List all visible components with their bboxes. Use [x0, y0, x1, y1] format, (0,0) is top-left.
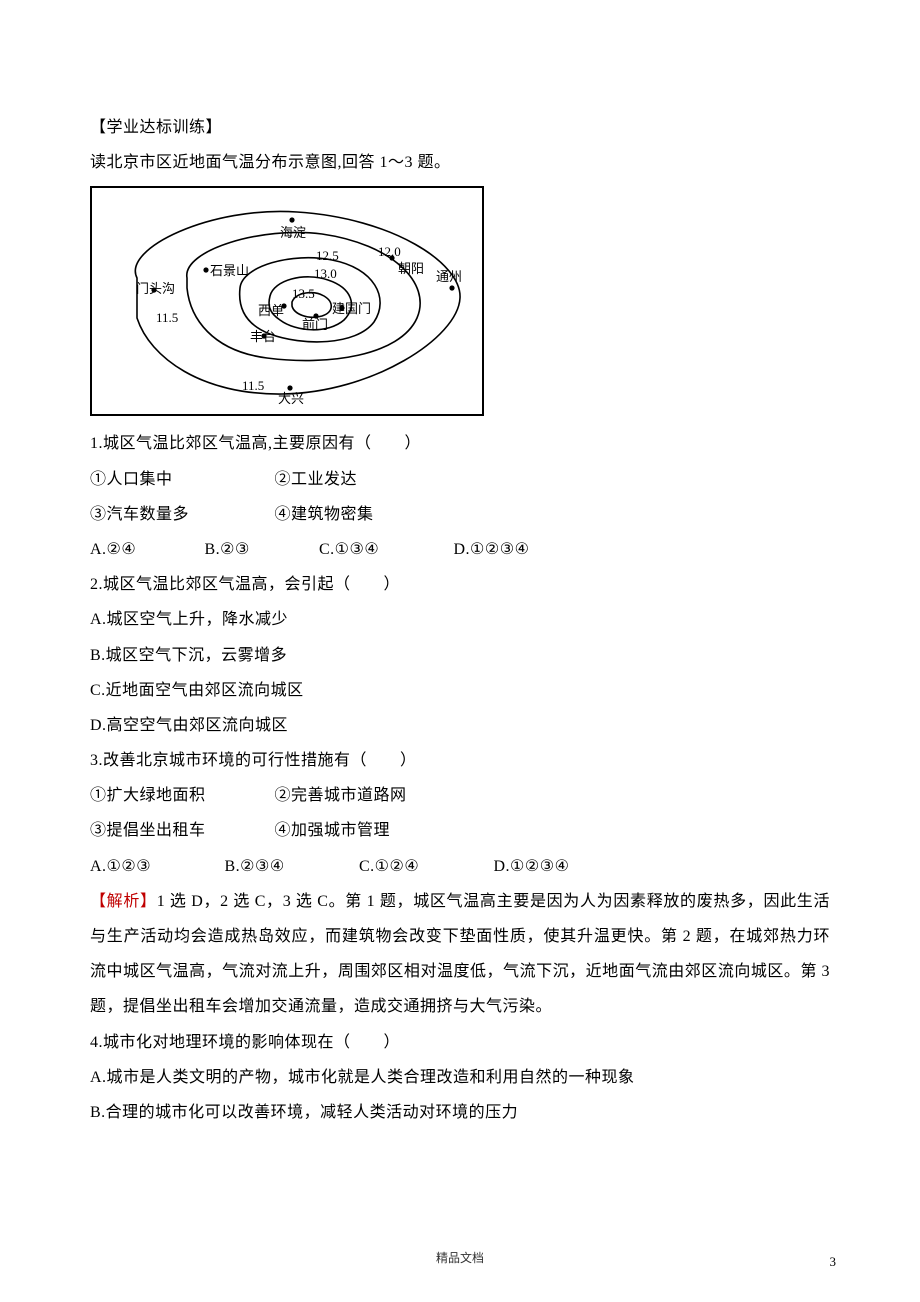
label-125: 12.5: [316, 248, 339, 264]
q2-opt-a: A.城区空气上升，降水减少: [90, 602, 830, 637]
label-jianguomen: 建国门: [332, 298, 371, 317]
label-haidian: 海淀: [280, 222, 306, 241]
q1-item-1: ①人口集中: [90, 462, 270, 497]
label-chaoyang: 朝阳: [398, 258, 424, 277]
q1-opt-b: B.②③: [205, 532, 315, 567]
intro-text: 读北京市区近地面气温分布示意图,回答 1～3 题。: [90, 145, 830, 180]
label-115a: 11.5: [156, 310, 178, 326]
analysis-text: 1 选 D，2 选 C，3 选 C。第 1 题，城区气温高主要是因为人为因素释放…: [90, 893, 830, 1016]
q2-opt-b: B.城区空气下沉，云雾增多: [90, 638, 830, 673]
footer-text: 精品文档: [0, 1249, 920, 1266]
q1-stem: 1.城区气温比郊区气温高,主要原因有（ ）: [90, 426, 830, 461]
analysis-label: 【解析】: [90, 893, 157, 910]
q2-opt-d: D.高空空气由郊区流向城区: [90, 708, 830, 743]
q2-opt-c: C.近地面空气由郊区流向城区: [90, 673, 830, 708]
label-fengtai: 丰台: [250, 326, 276, 345]
q1-item-4: ④建筑物密集: [275, 506, 374, 523]
label-115b: 11.5: [242, 378, 264, 394]
q1-items-row2: ③汽车数量多 ④建筑物密集: [90, 497, 830, 532]
q3-opt-c: C.①②④: [359, 849, 489, 884]
q1-opt-d: D.①②③④: [454, 532, 530, 567]
q1-item-2: ②工业发达: [275, 471, 358, 488]
label-xidan: 西单: [258, 300, 284, 319]
q3-items-row1: ①扩大绿地面积 ②完善城市道路网: [90, 778, 830, 813]
q3-stem: 3.改善北京城市环境的可行性措施有（ ）: [90, 743, 830, 778]
isotherm-map: 海淀 12.0 朝阳 通州 石景山 门头沟 11.5 12.5 13.0 13.…: [90, 186, 484, 416]
q4-stem: 4.城市化对地理环境的影响体现在（ ）: [90, 1025, 830, 1060]
label-daxing: 大兴: [278, 388, 304, 407]
q2-stem: 2.城区气温比郊区气温高，会引起（ ）: [90, 567, 830, 602]
page-number: 3: [830, 1254, 837, 1270]
label-130: 13.0: [314, 266, 337, 282]
q3-options: A.①②③ B.②③④ C.①②④ D.①②③④: [90, 849, 830, 884]
q3-item-3: ③提倡坐出租车: [90, 813, 270, 848]
q3-item-1: ①扩大绿地面积: [90, 778, 270, 813]
label-qianmen: 前门: [302, 314, 328, 333]
label-shijingshan: 石景山: [210, 260, 249, 279]
q3-opt-a: A.①②③: [90, 849, 220, 884]
q1-item-3: ③汽车数量多: [90, 497, 270, 532]
q3-items-row2: ③提倡坐出租车 ④加强城市管理: [90, 813, 830, 848]
q1-options: A.②④ B.②③ C.①③④ D.①②③④: [90, 532, 830, 567]
q3-item-2: ②完善城市道路网: [275, 787, 407, 804]
q1-opt-a: A.②④: [90, 532, 200, 567]
label-mentougou: 门头沟: [136, 278, 175, 297]
q4-opt-b: B.合理的城市化可以改善环境，减轻人类活动对环境的压力: [90, 1095, 830, 1130]
q3-item-4: ④加强城市管理: [275, 822, 391, 839]
q3-opt-b: B.②③④: [225, 849, 355, 884]
analysis-block: 【解析】1 选 D，2 选 C，3 选 C。第 1 题，城区气温高主要是因为人为…: [90, 884, 830, 1025]
q1-items-row1: ①人口集中 ②工业发达: [90, 462, 830, 497]
q3-opt-d: D.①②③④: [494, 849, 570, 884]
label-135: 13.5: [292, 286, 315, 302]
label-tongzhou: 通州: [436, 266, 462, 285]
q4-opt-a: A.城市是人类文明的产物，城市化就是人类合理改造和利用自然的一种现象: [90, 1060, 830, 1095]
q1-opt-c: C.①③④: [319, 532, 449, 567]
section-header: 【学业达标训练】: [90, 110, 830, 145]
